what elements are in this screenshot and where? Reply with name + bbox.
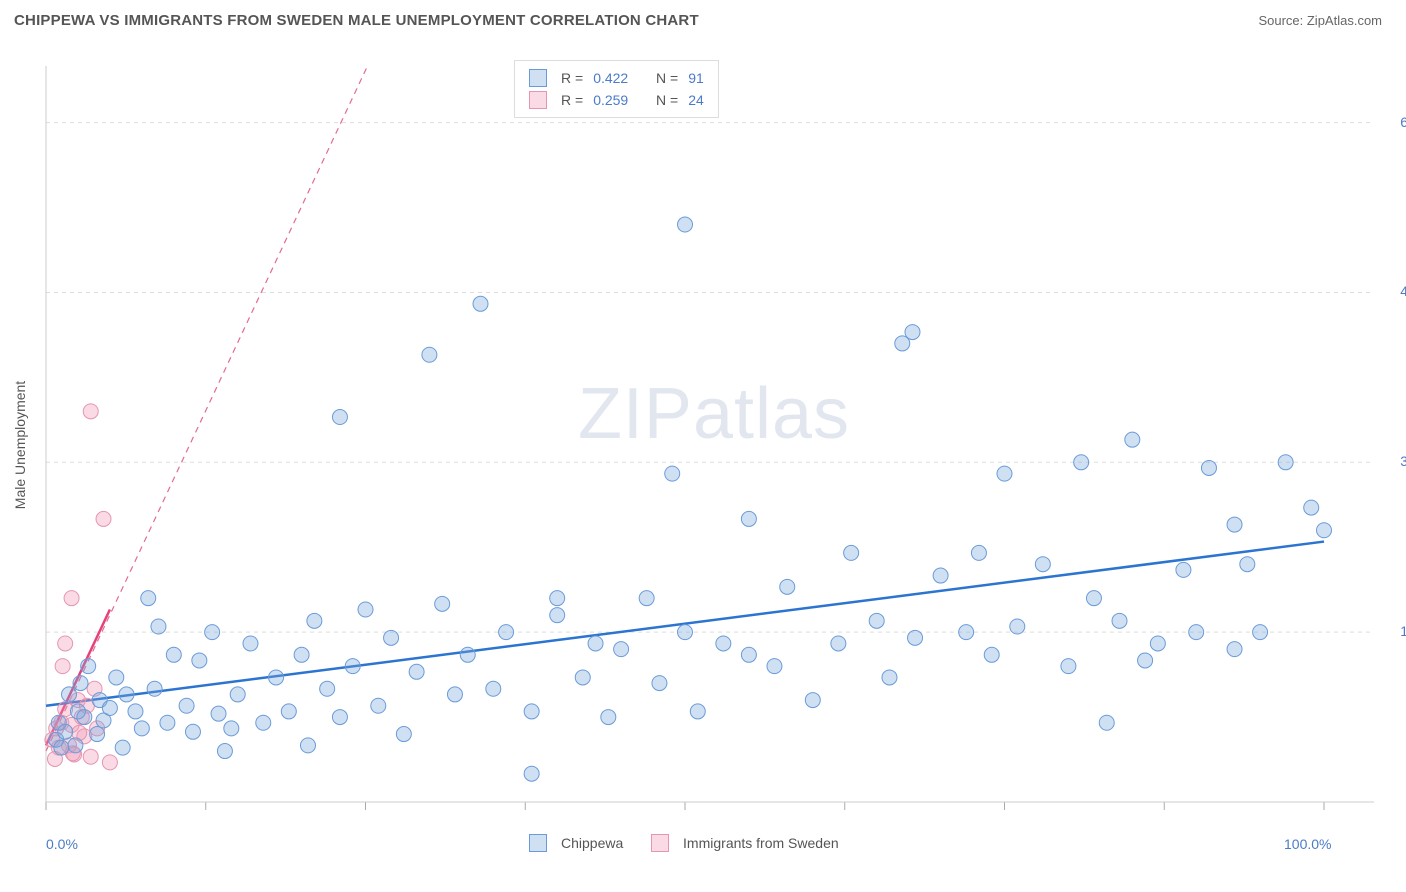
legend-label-chippewa: Chippewa [561,835,623,851]
swatch-chippewa [529,69,547,87]
legend-stats-row-a: R = 0.422 N = 91 [529,67,704,89]
legend-series: Chippewa Immigrants from Sweden [529,834,839,852]
header: CHIPPEWA VS IMMIGRANTS FROM SWEDEN MALE … [0,0,1406,39]
legend-stats: R = 0.422 N = 91 R = 0.259 N = 24 [514,60,719,118]
y-axis-label-wrap: Male Unemployment [10,60,30,830]
y-tick-label: 45.0% [1400,283,1406,299]
x-tick-label: 0.0% [46,836,78,852]
swatch-sweden [651,834,669,852]
swatch-sweden [529,91,547,109]
y-tick-label: 30.0% [1400,453,1406,469]
x-tick-label: 100.0% [1284,836,1331,852]
y-axis-label: Male Unemployment [12,381,28,509]
chart-title: CHIPPEWA VS IMMIGRANTS FROM SWEDEN MALE … [14,12,699,29]
chart-area: Male Unemployment ZIPatlas R = 0.422 N =… [44,60,1384,830]
swatch-chippewa [529,834,547,852]
y-tick-label: 15.0% [1400,623,1406,639]
legend-label-sweden: Immigrants from Sweden [683,835,839,851]
source-attribution: Source: ZipAtlas.com [1258,13,1382,28]
y-tick-label: 60.0% [1400,114,1406,130]
legend-stats-row-b: R = 0.259 N = 24 [529,89,704,111]
scatter-plot [44,60,1384,830]
